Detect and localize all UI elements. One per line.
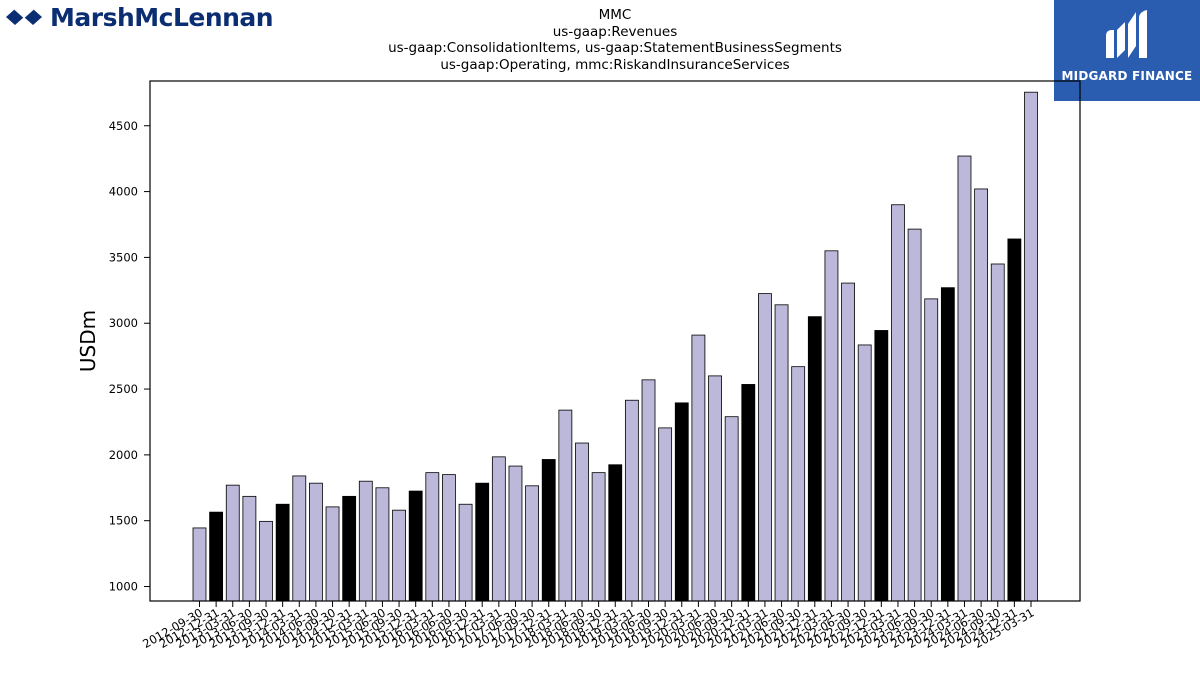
bar [924, 298, 939, 602]
midgard-logo-text: MIDGARD FINANCE [1061, 69, 1193, 83]
bar [491, 456, 506, 602]
y-tick-label: 2500 [109, 382, 138, 396]
bar [891, 204, 905, 602]
chart-title-line: us-gaap:ConsolidationItems, us-gaap:Stat… [388, 40, 842, 56]
bar [525, 485, 539, 602]
bar [1024, 91, 1038, 602]
bar [974, 188, 989, 602]
bar [475, 482, 490, 602]
y-tick-label: 4500 [109, 119, 138, 133]
bar [309, 482, 323, 602]
bar [624, 399, 639, 602]
bar [558, 409, 573, 602]
marshmclennan-logo-text: MarshMcLennan [50, 2, 274, 32]
plot-area-frame [149, 80, 1081, 602]
bar [225, 484, 240, 602]
y-tick-label: 3500 [109, 250, 138, 264]
bar [591, 472, 606, 602]
bar [940, 287, 955, 602]
bar [541, 459, 556, 602]
chart-title: MMC us-gaap:Revenues us-gaap:Consolidati… [150, 7, 1080, 73]
bar [342, 495, 357, 602]
bar [841, 282, 855, 602]
bar [807, 316, 822, 602]
bar [408, 490, 423, 602]
chart-title-line: MMC [598, 7, 632, 23]
bar [259, 520, 273, 602]
chart-title-line: us-gaap:Revenues [552, 23, 678, 40]
y-axis-label: USDm [76, 310, 100, 372]
bar [192, 527, 207, 602]
bar [791, 366, 806, 602]
midgard-finance-logo: MIDGARD FINANCE [1054, 0, 1200, 101]
y-tick-label: 3000 [109, 316, 138, 330]
bar [392, 509, 406, 602]
bar [708, 375, 722, 602]
bar [442, 474, 456, 602]
bar [608, 464, 623, 602]
y-tick-label: 2000 [109, 448, 138, 462]
bar [741, 384, 756, 602]
y-tick-label: 4000 [109, 185, 138, 199]
bar [907, 228, 922, 602]
chart-title-line: us-gaap:Operating, mmc:RiskandInsuranceS… [440, 56, 790, 73]
bar [209, 511, 224, 602]
y-tick-label: 1500 [109, 514, 138, 528]
bar [375, 487, 390, 602]
bar [358, 480, 373, 602]
bar [658, 427, 673, 602]
midgard-logo-icon [1106, 10, 1147, 58]
bar [508, 465, 523, 602]
bar [824, 250, 839, 602]
bar [874, 330, 889, 602]
bar [1007, 238, 1022, 602]
bar [990, 263, 1005, 602]
bar [641, 379, 656, 602]
y-tick-label: 1000 [109, 580, 138, 594]
bar [758, 293, 772, 602]
bar [425, 472, 440, 602]
marshmclennan-logo-icon [6, 8, 42, 25]
bar [857, 344, 872, 602]
bar [691, 334, 706, 602]
bar [575, 442, 589, 602]
bar [957, 155, 972, 602]
bar [774, 304, 789, 602]
bar [724, 416, 739, 602]
marshmclennan-logo: MarshMcLennan [4, 2, 274, 32]
bar [292, 475, 307, 602]
bar [325, 506, 340, 602]
bar [242, 495, 257, 602]
bar [275, 503, 290, 602]
bar [458, 503, 473, 602]
bar [674, 402, 689, 602]
